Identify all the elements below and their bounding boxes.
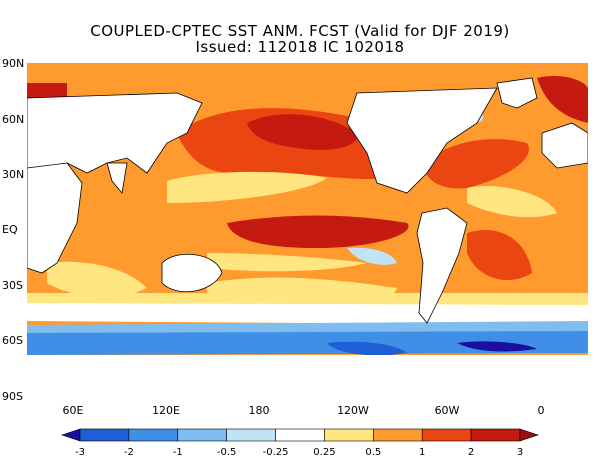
atlantic-yellow-zone (467, 185, 557, 218)
colorbar-tick-label: -0.25 (263, 447, 289, 458)
australia-land (161, 253, 223, 292)
north-pacific-deep-warm (247, 114, 358, 150)
colorbar-high-triangle (519, 428, 539, 442)
lon-label-120e: 120E (152, 404, 180, 417)
lon-label-60w: 60W (434, 404, 460, 417)
colorbar-box-6 (373, 428, 423, 442)
colorbar-tick-label: -3 (75, 447, 85, 458)
greenland-land (496, 77, 538, 109)
indian-ocean-yellow (47, 261, 147, 298)
colorbar-tick-label: -2 (124, 447, 134, 458)
continents (27, 77, 588, 324)
colorbar-tick-label: 3 (517, 447, 523, 458)
colorbar-box-7 (421, 428, 472, 442)
colorbar-legend: -3 -2 -1 -0.5 -0.25 0.25 0.5 1 2 3 (61, 428, 539, 458)
arctic-warm-east (537, 76, 588, 123)
title-line-1: COUPLED-CPTEC SST ANM. FCST (Valid for D… (90, 22, 510, 40)
colorbar-tick-label: -1 (173, 447, 183, 458)
lat-label-30n: 30N (2, 168, 25, 181)
title-line-2: Issued: 112018 IC 102018 (195, 38, 405, 56)
colorbar-tick-label: 0.25 (313, 447, 335, 458)
colorbar-box-4 (275, 428, 325, 442)
colorbar-box-1 (128, 428, 179, 442)
south-atlantic-warm (467, 229, 532, 281)
lon-label-60e: 60E (62, 404, 84, 417)
colorbar-box-2 (177, 428, 227, 442)
colorbar-tick-label: 0.5 (365, 447, 381, 458)
north-atlantic-warm (422, 139, 529, 189)
sst-anomaly-map (27, 63, 588, 394)
lat-label-60n: 60N (2, 113, 25, 126)
colorbar-box-3 (226, 428, 276, 442)
lon-label-0: 0 (537, 404, 545, 417)
equatorial-pacific-yellow (207, 253, 367, 272)
colorbar-box-5 (324, 428, 374, 442)
africa-land (27, 162, 83, 274)
equatorial-pacific-warm (227, 215, 409, 248)
colorbar-low-triangle (61, 428, 81, 442)
southern-ocean-strong-cool (327, 341, 407, 356)
lon-label-120w: 120W (337, 404, 369, 417)
lat-label-90s: 90S (2, 390, 23, 403)
south-america-land (416, 207, 468, 324)
colorbar-tick-label: 2 (468, 447, 474, 458)
southern-ocean-strong-cool-east (457, 341, 537, 352)
north-america-land (346, 87, 498, 194)
north-pacific-yellow-band (167, 171, 327, 203)
lon-label-180: 180 (248, 404, 270, 417)
southern-ocean-blue-band (27, 331, 588, 355)
southern-ocean-neutral-band (27, 303, 588, 325)
lat-label-60s: 60S (2, 334, 23, 347)
europe-land (541, 122, 588, 169)
india-land (106, 162, 128, 194)
lat-label-eq: EQ (2, 223, 18, 236)
colorbar-tick-label: -0.5 (217, 447, 237, 458)
colorbar-tick-label: 1 (419, 447, 425, 458)
colorbar-box-8 (470, 428, 521, 442)
colorbar-box-0 (79, 428, 130, 442)
east-pacific-cool (347, 247, 397, 265)
antarctica (27, 355, 588, 394)
lat-label-30s: 30S (2, 279, 23, 292)
lat-label-90n: 90N (2, 57, 25, 70)
arctic-warm (27, 83, 67, 98)
